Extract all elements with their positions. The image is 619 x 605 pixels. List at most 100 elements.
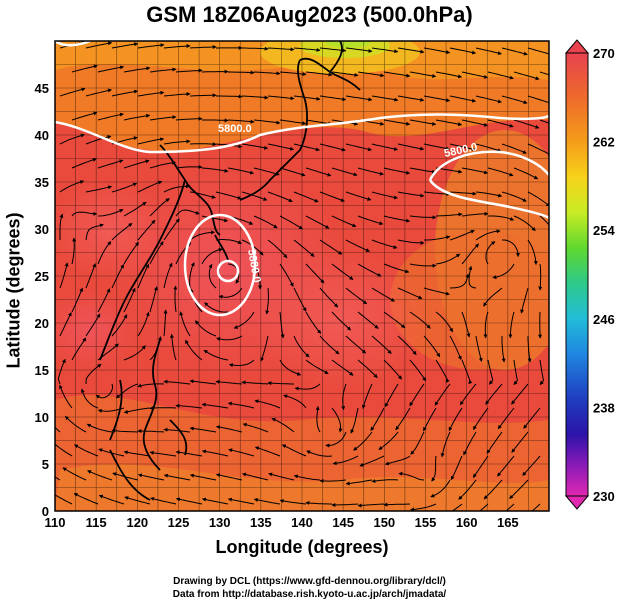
- streamline: [409, 119, 437, 126]
- streamline: [357, 359, 378, 378]
- x-tick-label: 115: [86, 515, 107, 530]
- streamline: [279, 311, 285, 339]
- streamline: [483, 479, 503, 500]
- streamline: [71, 211, 98, 217]
- streamline: [383, 215, 411, 223]
- colorbar-min-arrow: [564, 495, 590, 510]
- streamline: [59, 87, 86, 97]
- streamline: [331, 311, 352, 331]
- plot-frame: [54, 40, 550, 512]
- streamline: [71, 111, 98, 121]
- streamline: [189, 379, 217, 385]
- streamline: [175, 116, 203, 121]
- streamline: [71, 287, 83, 313]
- streamline: [73, 493, 99, 505]
- streamline: [397, 95, 425, 102]
- streamline: [112, 472, 139, 481]
- streamline: [345, 287, 368, 305]
- streamline: [371, 335, 392, 354]
- streamline: [271, 417, 295, 433]
- streamline: [384, 383, 399, 408]
- streamline: [201, 449, 229, 457]
- streamline: [242, 472, 269, 481]
- streamline: [123, 66, 151, 73]
- streamline: [228, 448, 255, 457]
- streamline: [461, 119, 489, 127]
- x-tick-label: 135: [250, 515, 272, 530]
- streamline: [137, 383, 165, 388]
- colorbar-label: 246: [593, 312, 615, 327]
- contour-line-5800-east: [428, 150, 549, 181]
- streamline: [175, 68, 203, 73]
- streamline: [111, 428, 139, 433]
- streamline: [59, 384, 73, 409]
- streamline: [527, 191, 549, 207]
- streamline: [175, 209, 200, 217]
- streamline: [319, 478, 347, 483]
- streamline: [319, 47, 347, 53]
- streamline: [341, 383, 347, 411]
- streamline: [371, 479, 399, 483]
- streamline: [423, 287, 450, 296]
- streamline: [74, 444, 99, 457]
- streamline: [397, 47, 425, 54]
- streamline: [383, 263, 410, 274]
- streamline: [163, 379, 191, 385]
- streamline: [345, 335, 366, 354]
- streamline: [267, 47, 295, 52]
- streamline: [483, 287, 503, 307]
- streamline: [357, 311, 379, 329]
- streamline: [85, 135, 112, 145]
- streamline: [241, 95, 269, 100]
- streamline: [539, 215, 549, 226]
- streamline: [55, 476, 61, 481]
- streamline: [370, 407, 385, 432]
- y-tick-label: 30: [35, 222, 49, 237]
- streamline: [279, 359, 302, 376]
- streamline: [123, 113, 151, 121]
- streamline: [424, 235, 451, 241]
- streamline: [353, 431, 373, 451]
- streamline: [149, 241, 164, 265]
- streamline: [71, 157, 97, 169]
- streamline: [383, 502, 411, 507]
- height-contours: [55, 41, 549, 317]
- x-tick-labels: 110 115 120 125 130 135 140 145 150 155 160 165: [45, 515, 519, 530]
- streamline: [461, 211, 489, 217]
- streamline: [228, 70, 255, 75]
- streamline: [475, 95, 502, 104]
- streamline: [137, 311, 150, 337]
- x-tick-label: 140: [291, 515, 313, 530]
- streamline: [410, 431, 425, 455]
- streamline: [97, 343, 119, 361]
- streamline: [189, 473, 217, 481]
- streamline: [371, 143, 399, 151]
- streamline: [508, 311, 515, 339]
- streamline: [201, 247, 223, 265]
- lat-lon-grid: [55, 41, 549, 511]
- streamline: [149, 450, 177, 457]
- streamline: [371, 191, 398, 200]
- streamline: [513, 359, 518, 386]
- streamline: [253, 167, 280, 176]
- streamline: [319, 239, 343, 255]
- streamline: [315, 405, 321, 433]
- streamline: [409, 359, 427, 382]
- y-tick-label: 5: [42, 457, 49, 472]
- streamline: [227, 167, 255, 175]
- streamline: [201, 215, 229, 223]
- streamline: [123, 450, 151, 457]
- streamline: [305, 215, 330, 229]
- streamline: [397, 239, 425, 245]
- streamline: [319, 95, 347, 102]
- streamline: [319, 335, 340, 355]
- streamline: [279, 119, 307, 126]
- streamline: [505, 503, 515, 511]
- streamline: [98, 494, 125, 505]
- streamline: [539, 71, 549, 76]
- streamline: [59, 133, 85, 145]
- streamline: [449, 229, 475, 241]
- streamline: [175, 403, 203, 409]
- streamline: [62, 467, 87, 481]
